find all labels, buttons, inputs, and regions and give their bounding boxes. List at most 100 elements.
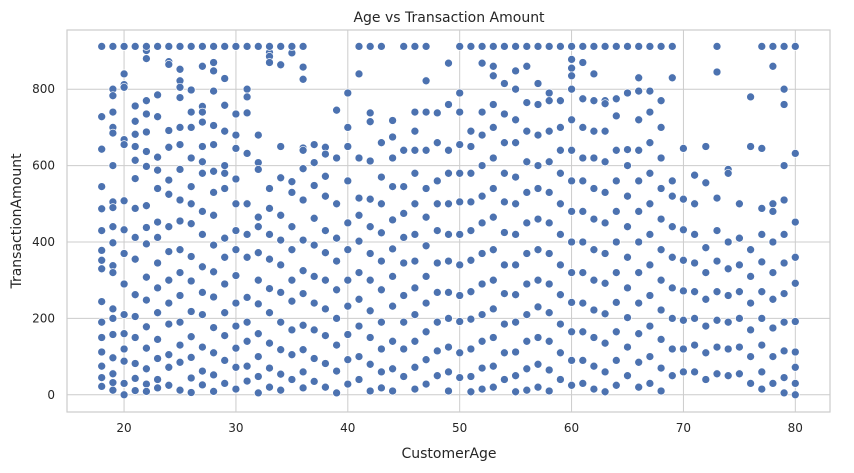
scatter-point [343, 355, 353, 365]
scatter-point [321, 275, 330, 285]
scatter-point [153, 308, 162, 318]
scatter-point [198, 207, 207, 216]
scatter-point [153, 354, 162, 363]
scatter-point [522, 61, 532, 71]
scatter-point [634, 382, 644, 392]
scatter-point [444, 256, 453, 266]
scatter-point [410, 42, 420, 51]
scatter-point [533, 214, 543, 224]
scatter-point [119, 279, 129, 289]
scatter-point [164, 247, 174, 256]
scatter-point [175, 93, 185, 102]
scatter-point [790, 217, 800, 227]
scatter-point [589, 214, 599, 224]
scatter-point [701, 321, 711, 331]
scatter-point [164, 319, 174, 329]
scatter-point [790, 278, 800, 288]
scatter-point [567, 207, 576, 216]
scatter-point [253, 222, 263, 232]
scatter-point [175, 123, 185, 132]
scatter-point [97, 204, 107, 214]
scatter-point [466, 126, 476, 136]
scatter-point [421, 241, 431, 251]
scatter-point [365, 386, 375, 396]
scatter-point [142, 96, 151, 106]
scatter-point [198, 117, 207, 127]
scatter-point [656, 305, 666, 315]
scatter-point [634, 86, 644, 96]
scatter-point [432, 108, 442, 118]
scatter-point [175, 268, 185, 277]
scatter-point [175, 385, 185, 395]
scatter-point [500, 375, 509, 384]
scatter-point [611, 380, 621, 390]
scatter-point [231, 362, 241, 372]
scatter-point [142, 162, 151, 171]
scatter-point [623, 88, 632, 98]
scatter-point [455, 317, 465, 326]
scatter-point [578, 42, 588, 51]
scatter-point [578, 58, 588, 67]
scatter-point [667, 344, 677, 354]
scatter-point [444, 145, 453, 155]
scatter-point [556, 290, 565, 300]
scatter-point [198, 157, 207, 167]
scatter-point [198, 366, 207, 376]
scatter-point [209, 66, 218, 76]
scatter-point [477, 336, 487, 346]
scatter-point [130, 386, 140, 395]
scatter-point [746, 245, 755, 255]
scatter-point [690, 199, 699, 209]
scatter-point [567, 327, 576, 337]
scatter-point [399, 233, 409, 242]
scatter-point [567, 145, 576, 155]
scatter-point [511, 66, 520, 76]
scatter-point [175, 42, 185, 51]
scatter-point [623, 313, 632, 322]
scatter-point [723, 168, 733, 178]
scatter-point [175, 195, 185, 205]
scatter-point [667, 191, 677, 201]
scatter-point [130, 333, 140, 342]
scatter-point [399, 344, 409, 354]
scatter-point [130, 142, 140, 151]
scatter-point [119, 196, 129, 206]
y-tick-label: 200 [32, 311, 55, 325]
scatter-point [533, 382, 543, 392]
scatter-point [321, 248, 330, 258]
scatter-point [723, 237, 733, 247]
scatter-point [567, 268, 576, 277]
scatter-point [690, 367, 699, 377]
scatter-point [701, 142, 711, 151]
scatter-point [556, 260, 565, 270]
scatter-point [130, 233, 140, 242]
scatter-point [488, 123, 498, 132]
scatter-point [119, 82, 129, 92]
scatter-point [533, 42, 543, 51]
scatter-point [399, 42, 409, 51]
scatter-point [757, 340, 767, 350]
scatter-point [97, 144, 107, 154]
scatter-point [589, 126, 599, 136]
scatter-point [309, 158, 319, 167]
scatter-point [779, 84, 789, 94]
scatter-point [556, 96, 565, 106]
scatter-point [634, 207, 644, 216]
scatter-point [231, 144, 241, 153]
scatter-point [164, 189, 174, 199]
scatter-point [522, 188, 532, 197]
scatter-point [186, 123, 196, 132]
scatter-point [600, 338, 610, 348]
scatter-point [410, 199, 420, 209]
scatter-point [432, 226, 442, 235]
scatter-point [600, 278, 610, 288]
scatter-point [522, 385, 532, 395]
scatter-point [421, 379, 431, 389]
scatter-point [511, 115, 520, 125]
scatter-point [276, 260, 286, 270]
scatter-point [410, 230, 420, 239]
scatter-point [287, 275, 297, 285]
scatter-point [768, 42, 778, 51]
scatter-point [377, 172, 386, 182]
scatter-point [253, 388, 263, 398]
